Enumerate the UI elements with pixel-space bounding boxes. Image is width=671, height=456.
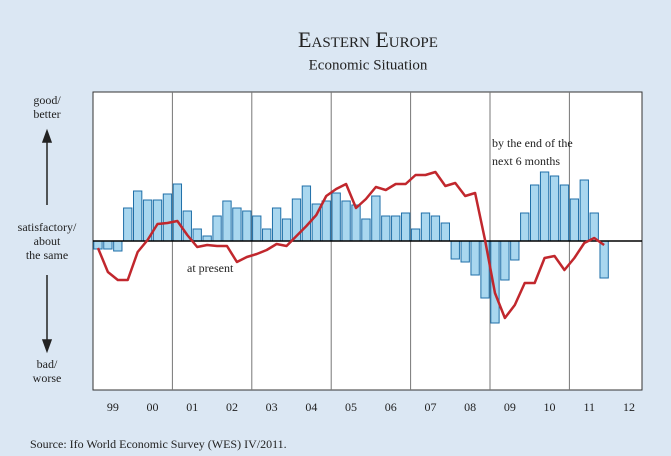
up-arrow-head [41, 128, 53, 143]
bar [450, 240, 460, 260]
label-line: better [33, 107, 60, 121]
bar [559, 184, 570, 242]
line [96, 170, 605, 320]
x-tick-label: 12 [623, 400, 635, 414]
bar [152, 199, 163, 242]
label-line: satisfactory/ [18, 220, 77, 234]
x-tick-label: 01 [186, 400, 198, 414]
bar [599, 240, 609, 279]
bar [430, 215, 441, 242]
bar [232, 207, 242, 242]
bar [133, 190, 143, 242]
bar [440, 222, 450, 242]
bar [410, 228, 421, 242]
bar [271, 207, 282, 242]
x-tick-label: 09 [504, 400, 516, 414]
chart-subtitle: Economic Situation [309, 57, 428, 73]
bar [212, 215, 222, 242]
bar [420, 212, 431, 242]
bar [113, 240, 123, 252]
label-line: good/ [33, 93, 61, 107]
label-line: at present [187, 261, 234, 275]
label-line: about [34, 234, 61, 248]
label-line: the same [26, 248, 68, 262]
x-tick-label: 08 [464, 400, 476, 414]
bar [172, 183, 183, 242]
bar [281, 218, 292, 242]
bar [391, 215, 401, 242]
bar [371, 195, 381, 242]
source: Source: Ifo World Economic Survey (WES) … [30, 437, 287, 451]
bar [252, 215, 262, 242]
bar [162, 193, 173, 242]
x-tick-label: 99 [107, 400, 119, 414]
x-tick-label: 07 [424, 400, 436, 414]
bar [103, 240, 113, 250]
bar [579, 179, 589, 242]
x-tick-label: 03 [266, 400, 278, 414]
bar [470, 240, 480, 276]
bar [361, 218, 371, 242]
bar [530, 184, 540, 242]
x-tick-label: 10 [544, 400, 556, 414]
label-line: by the end of the [492, 136, 573, 150]
bar [520, 212, 530, 242]
x-tick-label: 05 [345, 400, 357, 414]
x-tick-label: 00 [147, 400, 159, 414]
bar [242, 210, 252, 242]
bar [192, 228, 202, 242]
bar [301, 185, 312, 242]
bar [510, 240, 520, 261]
x-tick-label: 04 [305, 400, 317, 414]
chart-title: Eastern Europe [298, 27, 438, 52]
bar [351, 204, 361, 242]
bar [262, 228, 272, 242]
bar [500, 240, 510, 281]
label-line: worse [33, 371, 62, 385]
down-arrow-head [41, 339, 53, 354]
bar [400, 212, 411, 242]
x-tick-label: 06 [385, 400, 397, 414]
bar [123, 207, 133, 242]
bar [222, 200, 232, 242]
arrows [41, 128, 53, 354]
label-line: next 6 months [492, 154, 560, 168]
bar [569, 198, 580, 242]
bar [381, 215, 391, 242]
bar [331, 192, 341, 242]
bar [539, 171, 550, 242]
bar [460, 240, 470, 263]
bar [93, 240, 103, 250]
bar [321, 200, 331, 242]
bar [341, 200, 351, 242]
label-line: bad/ [37, 357, 58, 371]
x-tick-label: 02 [226, 400, 238, 414]
bar [549, 175, 560, 242]
x-tick-label: 11 [583, 400, 595, 414]
